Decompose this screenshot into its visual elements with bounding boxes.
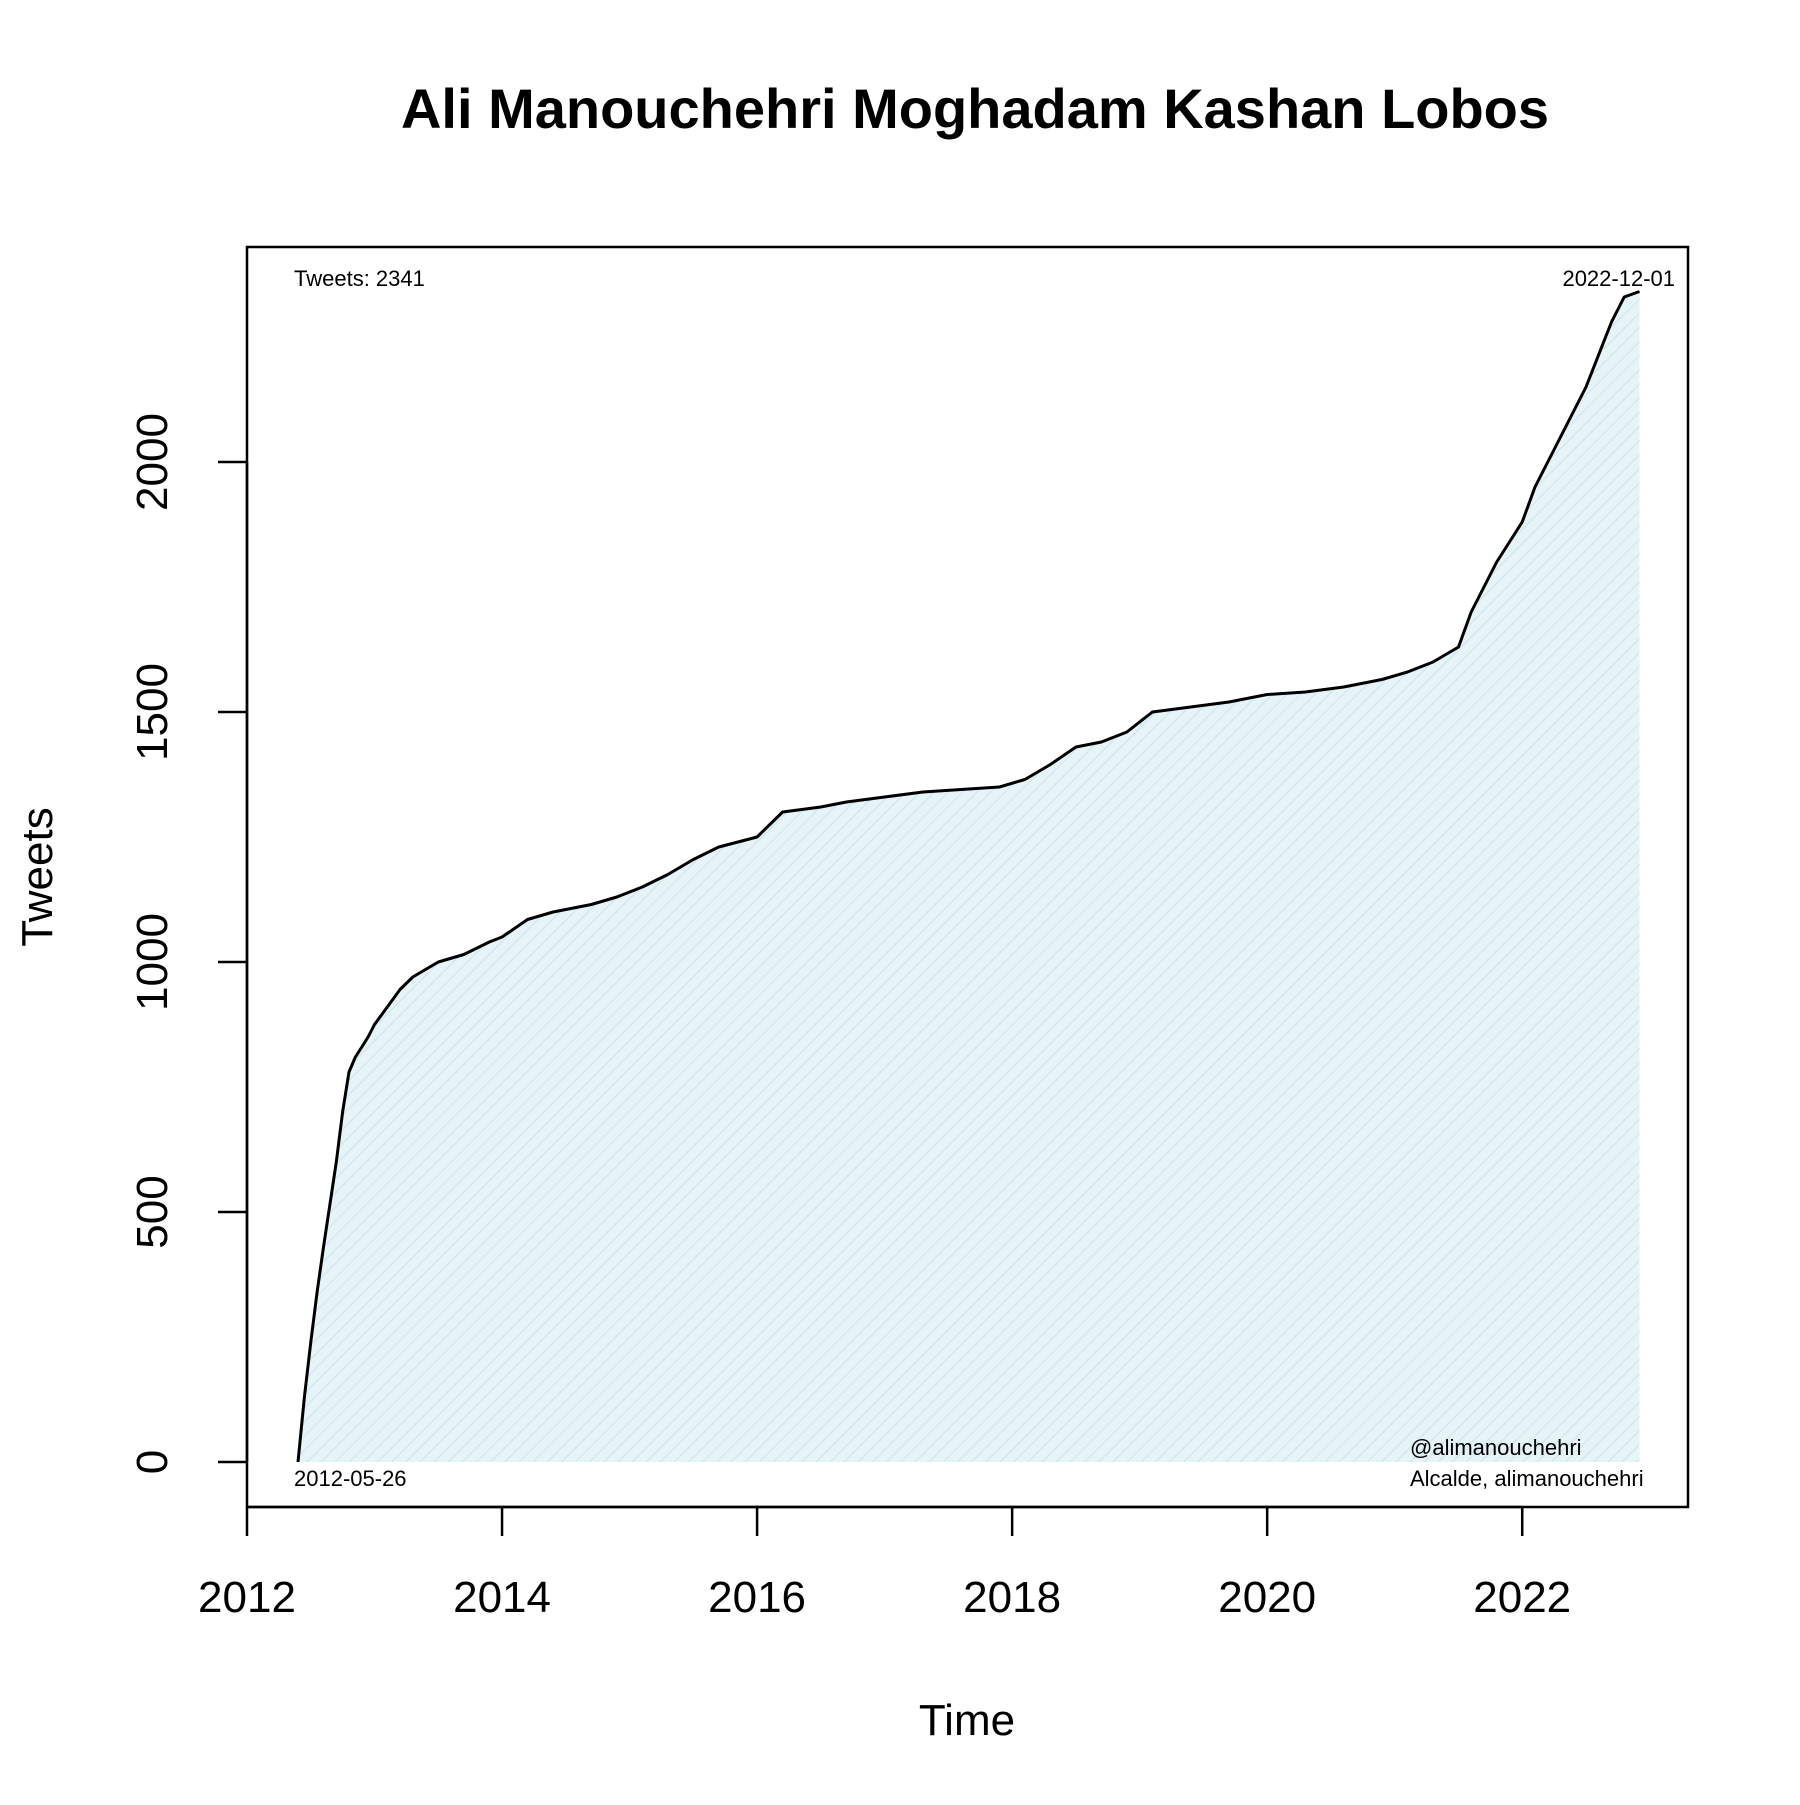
x-tick-label: 2012 xyxy=(198,1573,296,1622)
annotation-end-date: 2022-12-01 xyxy=(1562,266,1675,291)
y-tick-label: 500 xyxy=(128,1175,177,1248)
y-tick-label: 2000 xyxy=(128,413,177,511)
x-axis-title: Time xyxy=(919,1696,1015,1745)
x-tick-label: 2020 xyxy=(1218,1573,1316,1622)
series-line xyxy=(296,290,1641,1463)
x-tick-label: 2018 xyxy=(963,1573,1061,1622)
y-tick-label: 0 xyxy=(128,1450,177,1474)
chart-title: Ali Manouchehri Moghadam Kashan Lobos xyxy=(401,77,1549,140)
x-tick-label: 2022 xyxy=(1473,1573,1571,1622)
plot-area xyxy=(296,290,1641,1463)
x-tick-label: 2016 xyxy=(708,1573,806,1622)
y-tick-label: 1000 xyxy=(128,913,177,1011)
axes: 2012 2014 2016 2018 2020 2022 0 500 1000 1500 2000 xyxy=(128,413,1571,1622)
y-axis-title: Tweets xyxy=(13,807,62,946)
annotation-handle: @alimanouchehri xyxy=(1410,1435,1582,1460)
x-tick-label: 2014 xyxy=(453,1573,551,1622)
annotation-tweet-count: Tweets: 2341 xyxy=(294,266,425,291)
series-area-fill xyxy=(298,291,1640,1462)
annotation-account: Alcalde, alimanouchehri xyxy=(1410,1466,1644,1491)
y-tick-label: 1500 xyxy=(128,663,177,761)
annotation-start-date: 2012-05-26 xyxy=(294,1466,407,1491)
